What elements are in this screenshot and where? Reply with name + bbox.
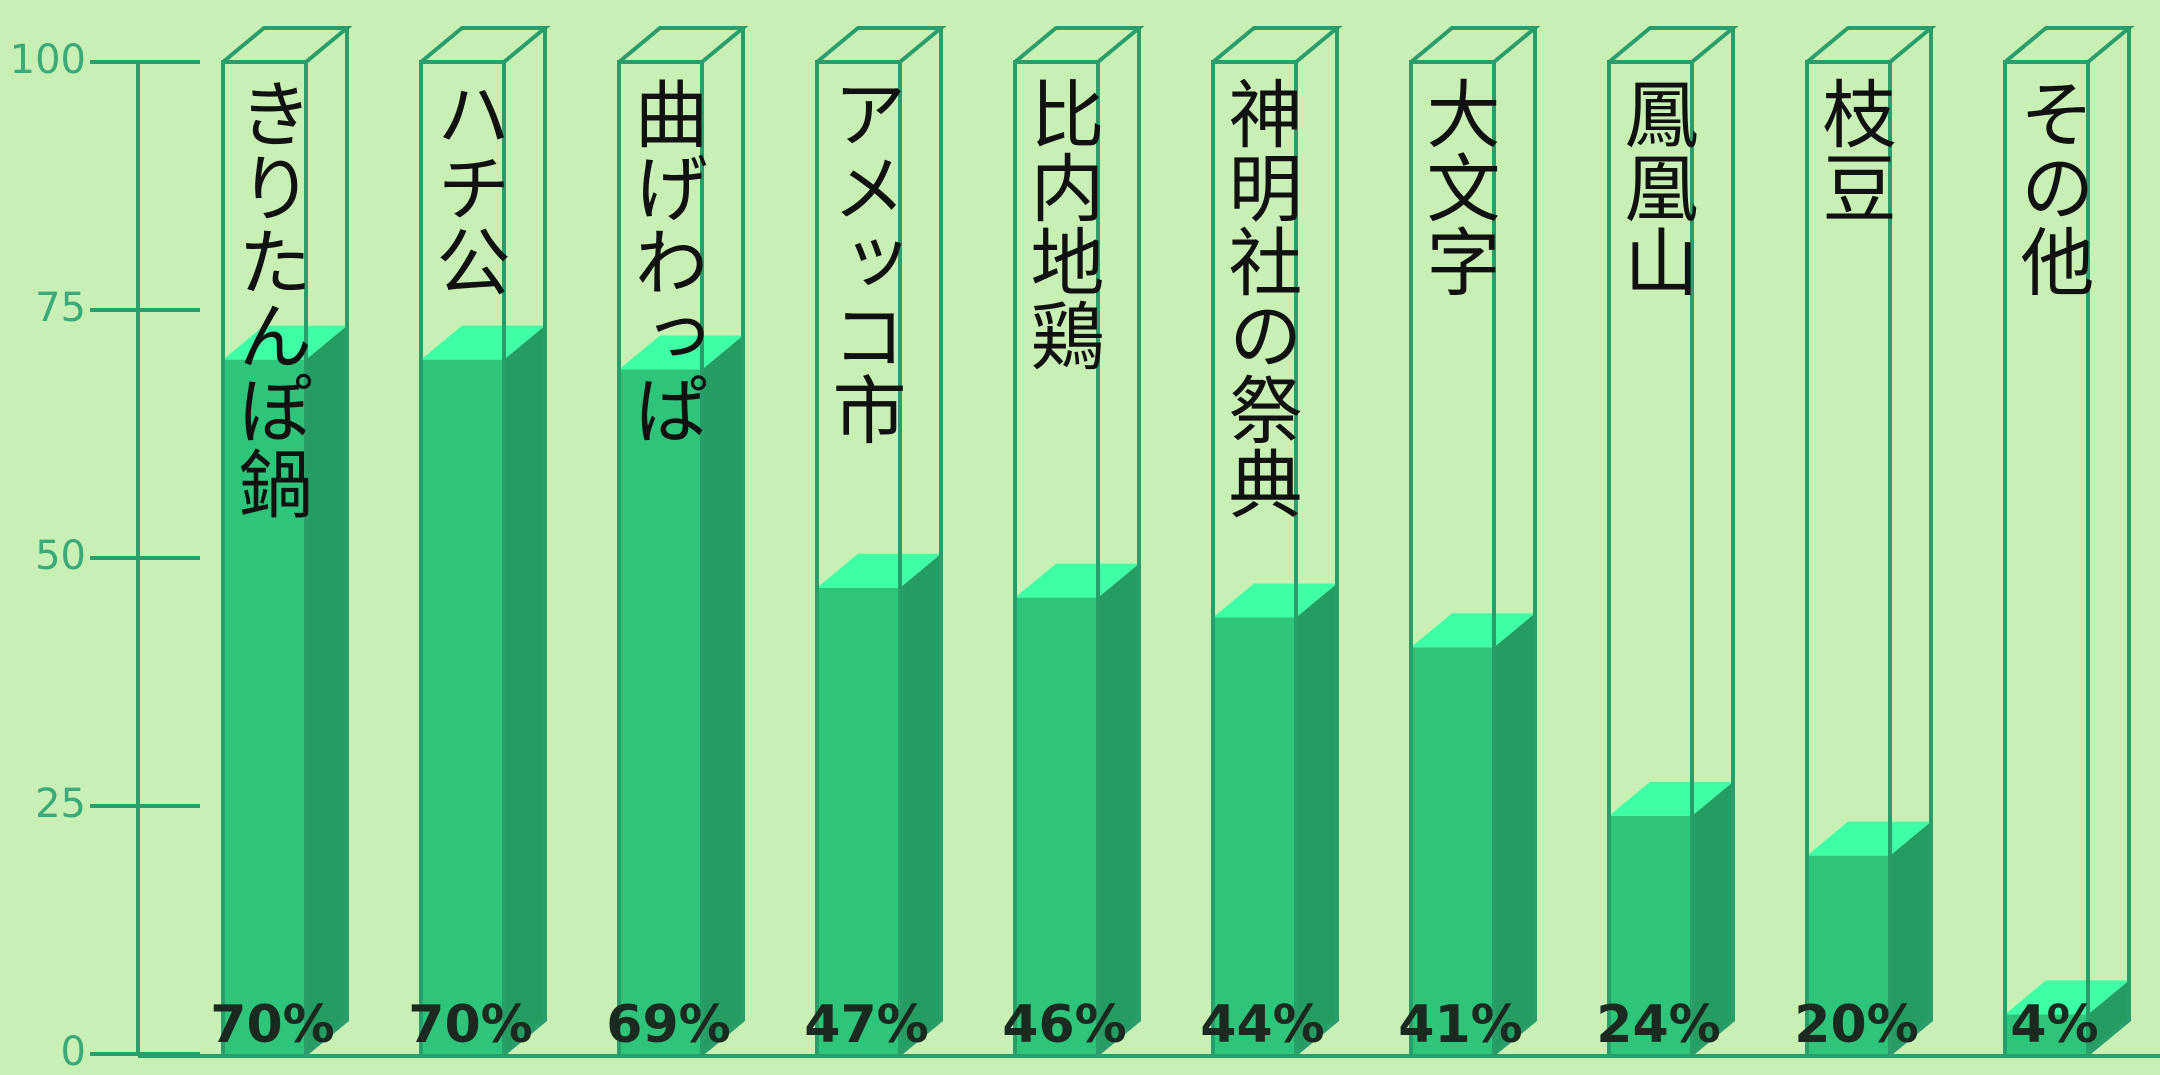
bar bbox=[1807, 855, 1890, 1054]
bar-frame bbox=[1211, 26, 1343, 1056]
bar-frame bbox=[221, 26, 353, 1056]
bar bbox=[1213, 617, 1296, 1054]
bar-top bbox=[1411, 613, 1535, 648]
value-label: 69% bbox=[606, 995, 730, 1055]
y-tick-label: 0 bbox=[61, 1029, 86, 1075]
category-label: その他 bbox=[2008, 76, 2094, 298]
bar bbox=[1015, 597, 1098, 1054]
bar bbox=[1609, 815, 1692, 1054]
bar-frame bbox=[815, 26, 947, 1056]
bar-side bbox=[504, 325, 545, 1055]
y-tick-label: 50 bbox=[35, 533, 86, 579]
bar bbox=[619, 369, 702, 1054]
y-tick-label: 75 bbox=[35, 285, 86, 331]
bar-side bbox=[2088, 980, 2129, 1054]
bar bbox=[2005, 1014, 2088, 1054]
bar-side bbox=[1296, 583, 1337, 1054]
category-label: 曲げわっぱ bbox=[622, 76, 708, 446]
bar-frame bbox=[419, 26, 551, 1056]
bar-top bbox=[1609, 781, 1733, 816]
value-label: 44% bbox=[1200, 995, 1324, 1055]
value-label: 47% bbox=[804, 995, 928, 1055]
bar-side bbox=[702, 335, 743, 1054]
value-label: 70% bbox=[210, 995, 334, 1055]
bar-top bbox=[619, 335, 743, 370]
bar-frame bbox=[1607, 26, 1739, 1056]
category-label: 鳳凰山 bbox=[1612, 76, 1698, 298]
bar bbox=[1411, 647, 1494, 1054]
bar-side bbox=[1494, 613, 1535, 1054]
value-label: 70% bbox=[408, 995, 532, 1055]
value-label: 20% bbox=[1794, 995, 1918, 1055]
bar-side bbox=[900, 553, 941, 1054]
bar-top bbox=[223, 325, 347, 360]
value-label: 24% bbox=[1596, 995, 1720, 1055]
bar-top bbox=[421, 325, 545, 360]
bar-frame bbox=[1013, 26, 1145, 1056]
bar-side bbox=[1692, 781, 1733, 1054]
y-tick-label: 25 bbox=[35, 781, 86, 827]
bar-frame bbox=[617, 26, 749, 1056]
bar bbox=[817, 587, 900, 1054]
bar-frame bbox=[2003, 26, 2135, 1056]
category-label: ハチ公 bbox=[424, 76, 510, 298]
bar-side bbox=[306, 325, 347, 1055]
category-label: 比内地鶏 bbox=[1018, 76, 1104, 372]
bar-top bbox=[817, 553, 941, 588]
y-tick-label: 100 bbox=[10, 37, 86, 83]
bar-frame bbox=[1409, 26, 1541, 1056]
category-label: アメッコ市 bbox=[820, 76, 906, 446]
bar-top bbox=[1213, 583, 1337, 618]
bar bbox=[421, 359, 504, 1055]
bar-side bbox=[1890, 821, 1931, 1054]
bar bbox=[223, 359, 306, 1055]
value-label: 41% bbox=[1398, 995, 1522, 1055]
category-label: きりたんぽ鍋 bbox=[226, 76, 312, 520]
bar-top bbox=[1807, 821, 1931, 856]
bar-side bbox=[1098, 563, 1139, 1054]
category-label: 枝豆 bbox=[1810, 76, 1896, 224]
bar-top bbox=[1015, 563, 1139, 598]
bar-top bbox=[2005, 980, 2129, 1015]
category-label: 神明社の祭典 bbox=[1216, 76, 1302, 520]
category-label: 大文字 bbox=[1414, 76, 1500, 298]
value-label: 46% bbox=[1002, 995, 1126, 1055]
bar-frame bbox=[1805, 26, 1937, 1056]
value-label: 4% bbox=[2010, 995, 2098, 1055]
